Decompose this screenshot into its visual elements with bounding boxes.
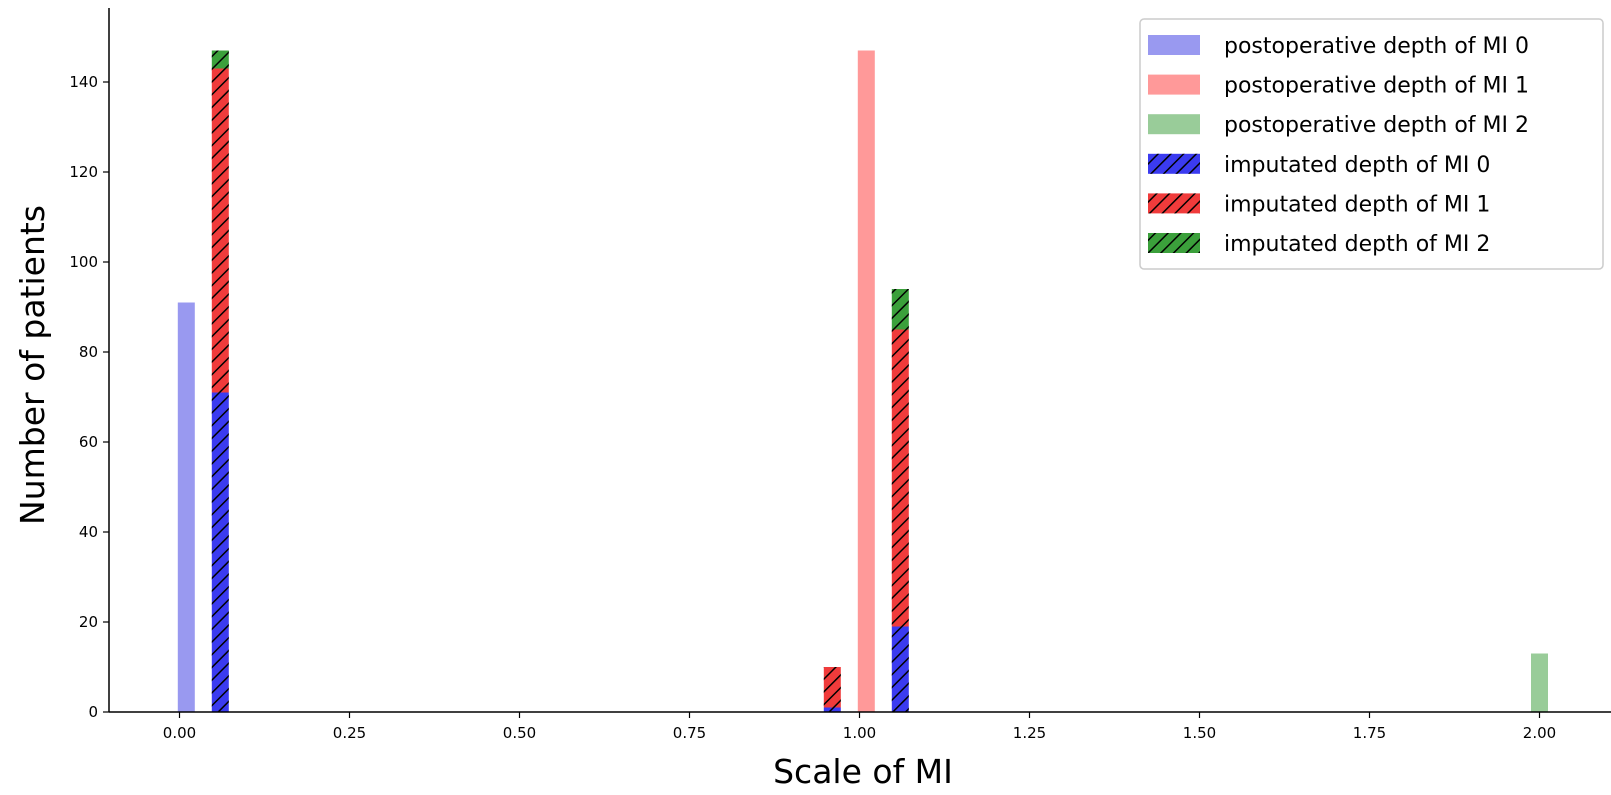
y-tick-label: 40 bbox=[79, 523, 98, 541]
bar-hatch-3-1 bbox=[823, 707, 841, 712]
legend-label-4: imputated depth of MI 1 bbox=[1224, 192, 1490, 217]
bar-series-2-0 bbox=[1531, 653, 1548, 712]
y-axis-title: Number of patients bbox=[13, 205, 52, 525]
legend-label-5: imputated depth of MI 2 bbox=[1224, 232, 1490, 257]
x-tick-label: 0.50 bbox=[503, 724, 536, 742]
y-tick-label: 120 bbox=[69, 163, 98, 181]
legend-label-3: imputated depth of MI 0 bbox=[1224, 153, 1490, 178]
x-tick-label: 0.75 bbox=[673, 724, 706, 742]
legend-frame bbox=[1139, 18, 1604, 270]
legend-label-2: postoperative depth of MI 2 bbox=[1224, 113, 1529, 138]
legend-swatch-hatch-3 bbox=[1148, 153, 1200, 174]
bar-series-1-0 bbox=[857, 50, 875, 712]
legend-swatch-hatch-5 bbox=[1148, 233, 1200, 253]
x-tick-label: 0.25 bbox=[333, 724, 366, 742]
x-tick-label: 1.50 bbox=[1183, 724, 1216, 742]
bar-series-0-0 bbox=[177, 302, 195, 712]
x-tick-label: 1.75 bbox=[1353, 724, 1386, 742]
x-axis-title: Scale of MI bbox=[773, 752, 953, 791]
y-tick-label: 140 bbox=[69, 73, 98, 91]
x-ticks: 0.00 0.25 0.50 0.75 1.00 1.25 1.50 1.75 2.00 bbox=[163, 712, 1556, 742]
legend-swatch-2 bbox=[1148, 114, 1200, 135]
legend-label-1: postoperative depth of MI 1 bbox=[1224, 74, 1529, 99]
bar-hatch-5-0 bbox=[211, 50, 229, 69]
bars-layer bbox=[177, 50, 1548, 712]
bar-hatch-4-0 bbox=[211, 68, 229, 393]
x-tick-label: 1.00 bbox=[843, 724, 876, 742]
bar-hatch-4-1 bbox=[823, 667, 841, 708]
y-tick-label: 100 bbox=[69, 253, 98, 271]
legend-swatch-1 bbox=[1148, 74, 1200, 95]
y-tick-label: 60 bbox=[79, 433, 98, 451]
bar-hatch-4-2 bbox=[891, 329, 909, 627]
legend-label-0: postoperative depth of MI 0 bbox=[1224, 34, 1529, 59]
y-tick-label: 80 bbox=[79, 343, 98, 361]
y-ticks: 0 20 40 60 80 100 120 140 bbox=[69, 73, 109, 721]
bar-hatch-3-0 bbox=[211, 392, 229, 712]
x-tick-label: 0.00 bbox=[163, 724, 196, 742]
bar-hatch-3-2 bbox=[891, 626, 909, 712]
x-tick-label: 1.25 bbox=[1013, 724, 1046, 742]
bar-hatch-5-1 bbox=[891, 289, 909, 330]
legend: postoperative depth of MI 0 postoperative… bbox=[1139, 18, 1604, 270]
y-tick-label: 0 bbox=[88, 703, 98, 721]
legend-swatch-0 bbox=[1148, 35, 1200, 55]
y-tick-label: 20 bbox=[79, 613, 98, 631]
legend-swatch-hatch-4 bbox=[1148, 193, 1200, 214]
x-tick-label: 2.00 bbox=[1523, 724, 1556, 742]
